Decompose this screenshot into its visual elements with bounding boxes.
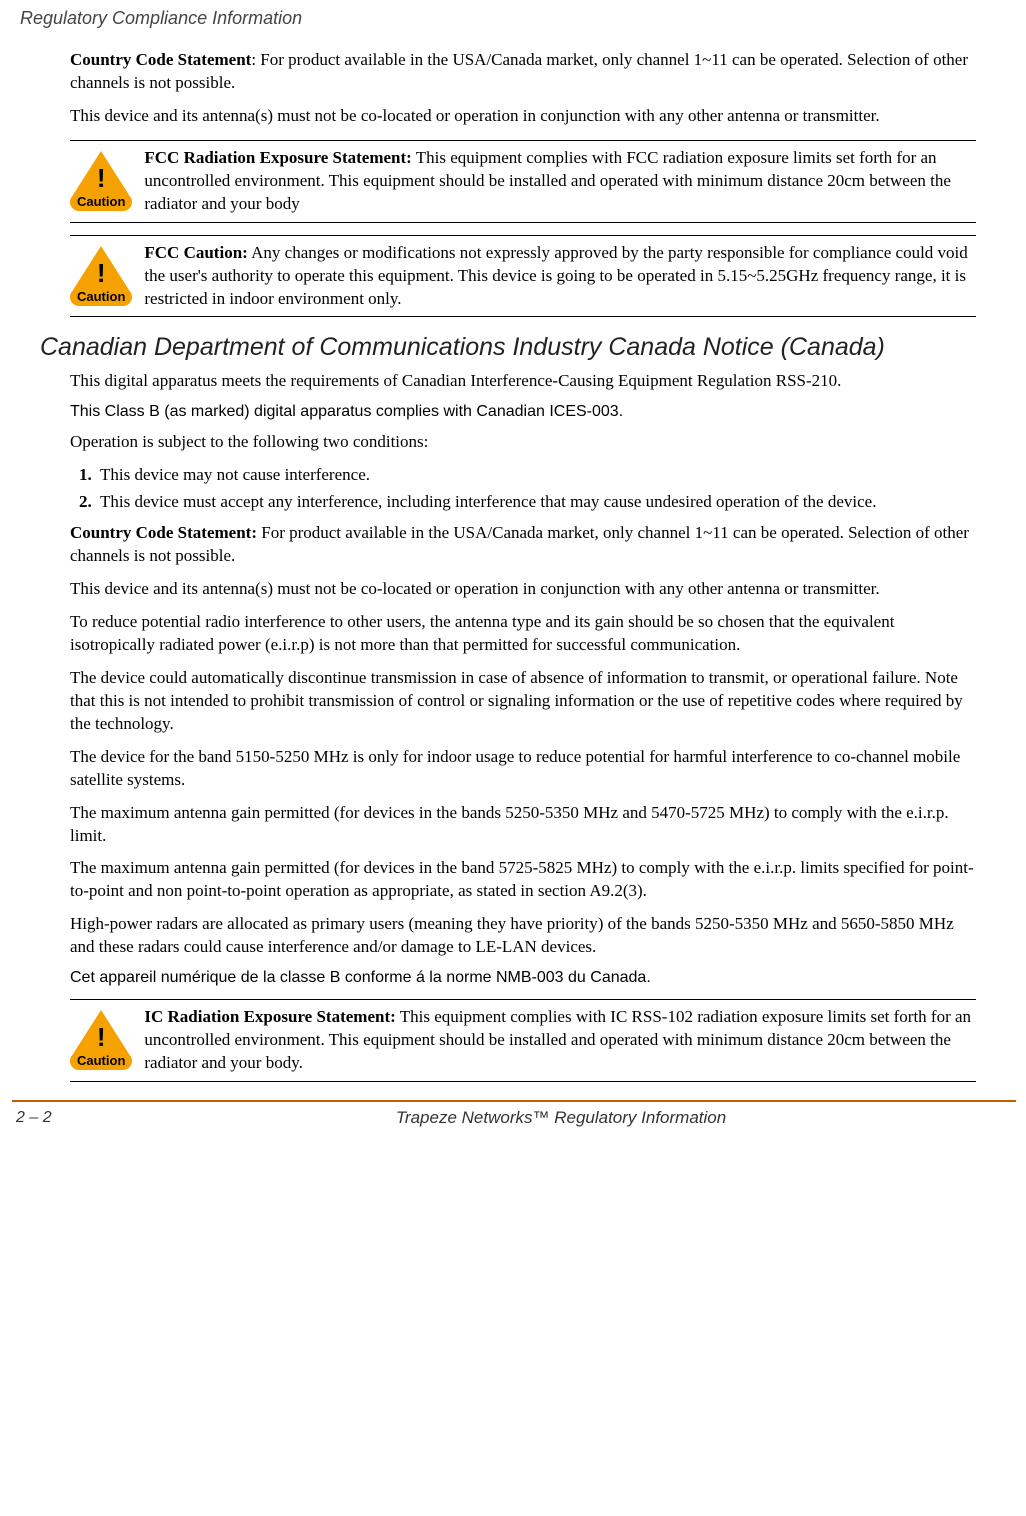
page-header: Regulatory Compliance Information — [20, 0, 976, 43]
canada-discontinue: The device could automatically discontin… — [70, 667, 976, 736]
canada-heading: Canadian Department of Communications In… — [40, 333, 976, 362]
caution-text: IC Radiation Exposure Statement: This eq… — [144, 1006, 976, 1075]
canada-radars: High-power radars are allocated as prima… — [70, 913, 976, 959]
fcc-exposure-caution: Caution FCC Radiation Exposure Statement… — [70, 140, 976, 223]
caution-text: FCC Caution: Any changes or modification… — [144, 242, 976, 311]
canada-country-code: Country Code Statement: For product avai… — [70, 522, 976, 568]
caution-icon: Caution — [70, 1006, 132, 1070]
condition-1: This device may not cause interference. — [96, 464, 976, 487]
caution-label: Caution — [70, 193, 132, 211]
fcc-caution-title: FCC Caution: — [144, 243, 247, 262]
fcc-caution-body: Any changes or modifications not express… — [144, 243, 967, 308]
nmb-note: Cet appareil numérique de la classe B co… — [70, 969, 976, 987]
ic-exposure-caution: Caution IC Radiation Exposure Statement:… — [70, 999, 976, 1082]
conditions-intro: Operation is subject to the following tw… — [70, 431, 976, 454]
country-code-label: Country Code Statement — [70, 50, 251, 69]
footer-title: Trapeze Networks™ Regulatory Information — [106, 1108, 1016, 1128]
caution-icon: Caution — [70, 242, 132, 306]
caution-label: Caution — [70, 288, 132, 306]
canada-country-code-label: Country Code Statement: — [70, 523, 257, 542]
canada-para-1: This digital apparatus meets the require… — [70, 370, 976, 393]
canada-5725: The maximum antenna gain permitted (for … — [70, 857, 976, 903]
page-footer: 2 – 2 Trapeze Networks™ Regulatory Infor… — [12, 1100, 1016, 1142]
ic-exposure-title: IC Radiation Exposure Statement: — [144, 1007, 395, 1026]
warning-triangle-icon — [73, 246, 129, 290]
country-code-para: Country Code Statement: For product avai… — [70, 49, 976, 95]
page-number: 2 – 2 — [12, 1109, 106, 1127]
fcc-caution-block: Caution FCC Caution: Any changes or modi… — [70, 235, 976, 318]
caution-label: Caution — [70, 1052, 132, 1070]
warning-triangle-icon — [73, 151, 129, 195]
caution-icon: Caution — [70, 147, 132, 211]
canada-colocation: This device and its antenna(s) must not … — [70, 578, 976, 601]
warning-triangle-icon — [73, 1010, 129, 1054]
caution-text: FCC Radiation Exposure Statement: This e… — [144, 147, 976, 216]
condition-2: This device must accept any interference… — [96, 491, 976, 514]
conditions-list: This device may not cause interference. … — [70, 464, 976, 514]
ices-note: This Class B (as marked) digital apparat… — [70, 403, 976, 421]
canada-eirp: To reduce potential radio interference t… — [70, 611, 976, 657]
canada-5250: The maximum antenna gain permitted (for … — [70, 802, 976, 848]
fcc-exposure-title: FCC Radiation Exposure Statement: — [144, 148, 411, 167]
canada-5150: The device for the band 5150-5250 MHz is… — [70, 746, 976, 792]
colocation-para: This device and its antenna(s) must not … — [70, 105, 976, 128]
